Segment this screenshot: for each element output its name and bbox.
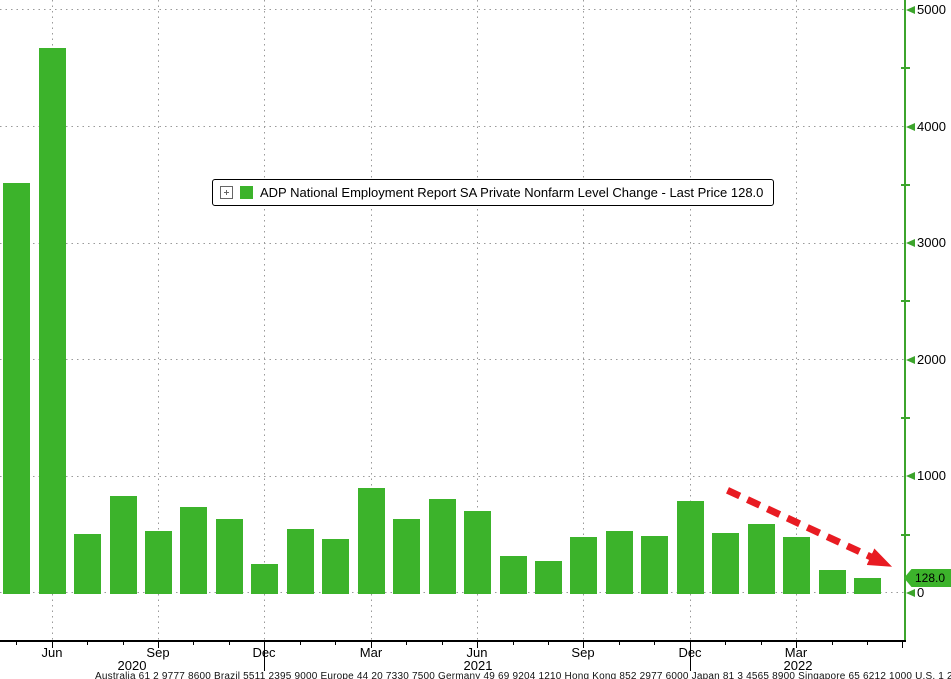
- x-month-label-Mar-2022: Mar: [784, 645, 808, 660]
- bar-Oct-2021: [605, 531, 633, 594]
- x-month-label-Jun-2021: Jun: [466, 645, 488, 660]
- bar-Apr-2022: [818, 569, 846, 594]
- bar-Nov-2021: [641, 535, 669, 594]
- y-tick-label-5000: 5000: [917, 1, 946, 17]
- last-price-tag: 128.0: [904, 569, 951, 587]
- x-tick-Aug-2020: [123, 641, 124, 645]
- bar-Jan-2022: [712, 532, 740, 594]
- x-tick-next: [902, 641, 903, 648]
- y-tick-arrow-1000: [906, 472, 915, 481]
- bar-May-2020: [3, 183, 31, 594]
- bar-Sep-2021: [570, 537, 598, 594]
- bar-Jul-2020: [74, 534, 102, 594]
- x-tick-Oct-2021: [619, 641, 620, 645]
- x-tick-Apr-2022: [832, 641, 833, 645]
- bar-Jun-2021: [464, 511, 492, 594]
- y-tick-label-3000: 3000: [917, 235, 946, 251]
- x-tick-Nov-2021: [654, 641, 655, 645]
- x-tick-Jun-2020: [52, 641, 53, 648]
- bar-May-2022: [854, 578, 881, 594]
- x-tick-Jul-2021: [513, 641, 514, 645]
- bar-Dec-2020: [251, 563, 279, 594]
- x-tick-Aug-2021: [548, 641, 549, 645]
- bar-Jun-2020: [38, 47, 66, 594]
- gridline-v-Mar-2022: [796, 0, 797, 641]
- y-tick-arrow-4000: [906, 122, 915, 131]
- bar-Mar-2021: [357, 488, 385, 594]
- x-tick-Sep-2020: [158, 641, 159, 648]
- plus-icon: [221, 187, 232, 198]
- x-tick-Apr-2021: [406, 641, 407, 645]
- x-tick-May-2021: [442, 641, 443, 645]
- y-tick-label-2000: 2000: [917, 351, 946, 367]
- y-tick-arrow-3000: [906, 239, 915, 248]
- gridline-v-Mar-2021: [371, 0, 372, 641]
- bar-Aug-2020: [109, 496, 137, 594]
- x-axis-line: [0, 640, 906, 642]
- y-axis-line: [904, 0, 906, 641]
- bar-Feb-2022: [747, 524, 775, 594]
- x-tick-Oct-2020: [193, 641, 194, 645]
- bar-Jan-2021: [286, 528, 314, 594]
- gridline-h-1000: [0, 476, 905, 477]
- x-tick-Jan-2021: [300, 641, 301, 645]
- gridline-v-Sep-2020: [158, 0, 159, 641]
- x-year-label-2022: 2022: [783, 658, 813, 673]
- x-year-label-2020: 2020: [117, 658, 147, 673]
- x-month-label-Mar-2021: Mar: [359, 645, 383, 660]
- y-tick-arrow-0: [906, 589, 915, 597]
- x-tick-Mar-2021: [371, 641, 372, 648]
- bar-Jul-2021: [499, 555, 527, 594]
- y-tick-label-0: 0: [917, 585, 925, 600]
- legend-label: ADP National Employment Report SA Privat…: [260, 185, 764, 200]
- bar-Dec-2021: [676, 500, 704, 594]
- x-tick-Jan-2022: [725, 641, 726, 645]
- gridline-v-Sep-2021: [583, 0, 584, 641]
- gridline-v-Dec-2021: [690, 0, 691, 641]
- bar-May-2021: [428, 498, 456, 594]
- x-month-label-Jun-2020: Jun: [41, 645, 63, 660]
- gridline-h-5000: [0, 9, 905, 10]
- legend: ADP National Employment Report SA Privat…: [212, 179, 775, 206]
- bar-Sep-2020: [145, 531, 172, 594]
- legend-series-swatch: [240, 186, 253, 199]
- year-separator-0: [264, 641, 265, 671]
- bar-Aug-2021: [535, 560, 562, 594]
- x-tick-Jun-2021: [477, 641, 478, 648]
- y-tick-arrow-2000: [906, 355, 915, 364]
- last-price-value: 128.0: [914, 571, 946, 585]
- x-tick-May-2020: [16, 641, 17, 645]
- x-tick-Nov-2020: [229, 641, 230, 645]
- bar-Apr-2021: [393, 518, 421, 594]
- bar-Feb-2021: [322, 538, 350, 594]
- year-separator-1: [690, 641, 691, 671]
- y-tick-label-4000: 4000: [917, 118, 946, 134]
- x-tick-Feb-2021: [335, 641, 336, 645]
- y-tick-arrow-5000: [906, 5, 915, 14]
- x-year-label-2021: 2021: [463, 658, 493, 673]
- x-tick-Jul-2020: [87, 641, 88, 645]
- x-tick-Mar-2022: [796, 641, 797, 648]
- y-tick-label-1000: 1000: [917, 468, 946, 484]
- gridline-h-4000: [0, 126, 905, 127]
- x-tick-Sep-2021: [583, 641, 584, 648]
- footer-fineprint: Australia 61 2 9777 8600 Brazil 5511 239…: [95, 671, 951, 679]
- gridline-v-Dec-2020: [264, 0, 265, 641]
- x-month-label-Sep-2021: Sep: [571, 645, 595, 660]
- gridline-h-3000: [0, 243, 905, 244]
- bar-Nov-2020: [215, 518, 243, 594]
- bar-Oct-2020: [180, 506, 208, 594]
- x-month-label-Sep-2020: Sep: [146, 645, 170, 660]
- x-tick-May-2022: [867, 641, 868, 645]
- gridline-v-Jun-2021: [477, 0, 478, 641]
- bar-Mar-2022: [783, 537, 811, 594]
- x-tick-Feb-2022: [761, 641, 762, 645]
- gridline-h-2000: [0, 359, 905, 360]
- legend-expand-icon[interactable]: [220, 186, 233, 199]
